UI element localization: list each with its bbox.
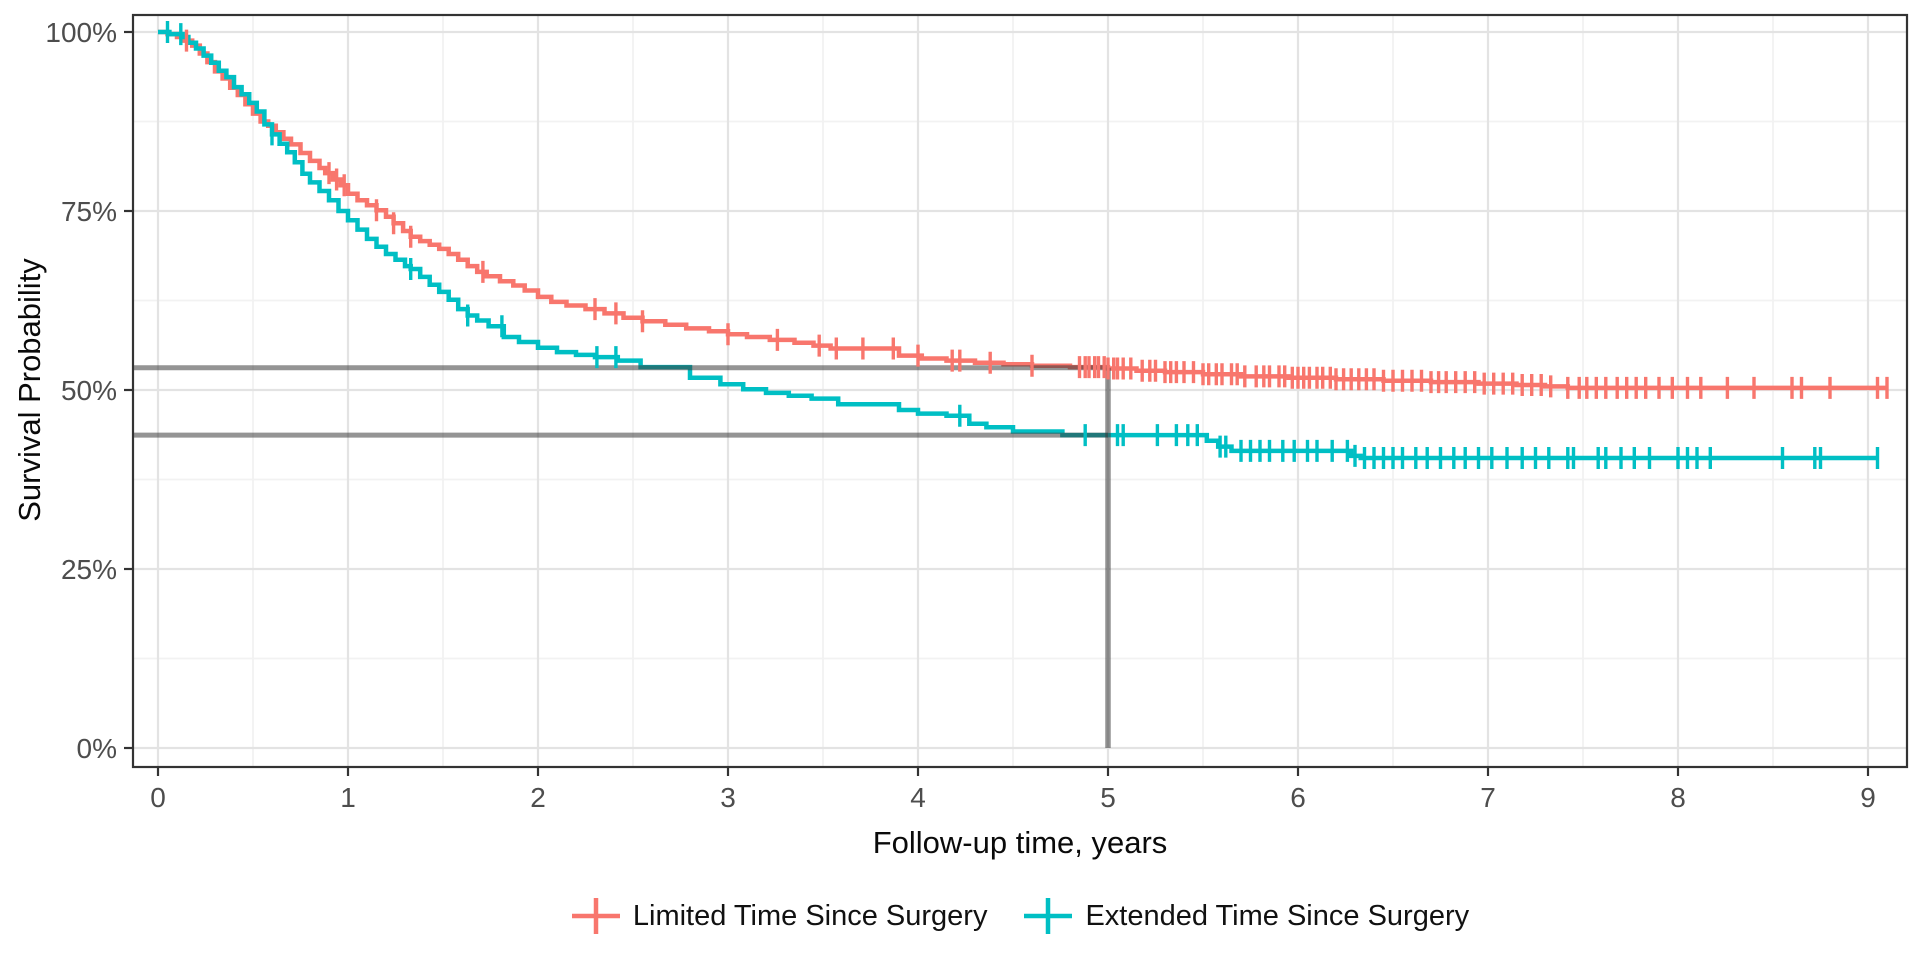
x-tick-label: 7 (1480, 782, 1496, 813)
x-axis-title: Follow-up time, years (873, 825, 1168, 860)
x-tick-label: 5 (1100, 782, 1116, 813)
legend-label-extended: Extended Time Since Surgery (1085, 899, 1470, 932)
censor-marks-extended (165, 21, 1880, 469)
y-tick-label: 0% (77, 733, 117, 764)
legend-key-cross-icon-extended (1024, 898, 1073, 934)
x-tick-label: 8 (1670, 782, 1686, 813)
legend-item-extended: Extended Time Since Surgery (1023, 895, 1469, 937)
y-tick-label: 75% (61, 196, 117, 227)
censor-marks-limited (184, 29, 1889, 399)
y-tick-label: 100% (45, 17, 117, 48)
y-tick-label: 50% (61, 375, 117, 406)
x-tick-label: 1 (340, 782, 356, 813)
x-tick-label: 0 (150, 782, 166, 813)
km-plot: 0 1 2 3 4 5 6 7 8 9 Follow-up time, years 0% 25% 50% 7… (12, 13, 1909, 860)
legend-key-cross-icon-limited (571, 898, 620, 934)
x-tick-label: 4 (910, 782, 926, 813)
x-tick-label: 2 (530, 782, 546, 813)
y-tick-label: 25% (61, 554, 117, 585)
survival-curve-extended (158, 29, 1878, 461)
legend-item-limited: Limited Time Since Surgery (571, 895, 988, 937)
legend-label-limited: Limited Time Since Surgery (632, 899, 988, 932)
x-tick-label: 3 (720, 782, 736, 813)
y-axis-title: Survival Probability (12, 258, 47, 522)
reference-lines (132, 365, 1111, 748)
legend: Limited Time Since Surgery Extended Time… (133, 895, 1907, 937)
x-tick-label: 6 (1290, 782, 1306, 813)
y-axis: 0% 25% 50% 75% 100% Survival Probability (12, 17, 133, 764)
x-tick-label: 9 (1860, 782, 1876, 813)
x-axis: 0 1 2 3 4 5 6 7 8 9 Follow-up time, years (150, 767, 1876, 860)
